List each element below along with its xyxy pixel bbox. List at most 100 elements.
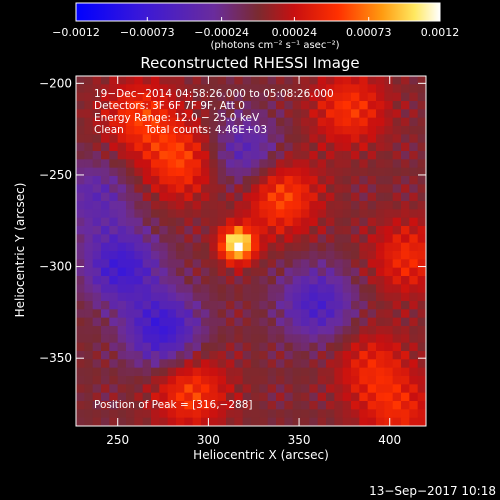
heatmap-cell xyxy=(301,359,310,369)
heatmap-cell xyxy=(76,259,85,269)
heatmap-cell xyxy=(309,126,319,135)
heatmap-cell xyxy=(351,226,360,235)
heatmap-cell xyxy=(209,301,219,310)
heatmap-cell xyxy=(292,267,302,277)
heatmap-cell xyxy=(267,192,277,202)
heatmap-cell xyxy=(251,267,260,277)
heatmap-cell xyxy=(176,117,185,127)
heatmap-cell xyxy=(184,284,194,294)
heatmap-cell xyxy=(142,92,152,102)
heatmap-cell xyxy=(259,209,269,219)
heatmap-cell xyxy=(76,117,85,127)
heatmap-cell xyxy=(384,151,394,160)
heatmap-cell xyxy=(151,342,160,352)
heatmap-cell xyxy=(342,242,352,252)
heatmap-cell xyxy=(76,192,85,202)
heatmap-cell xyxy=(342,167,352,177)
heatmap-cell xyxy=(384,84,394,94)
heatmap-cell xyxy=(292,184,302,194)
heatmap-cell xyxy=(217,309,227,319)
heatmap-cell xyxy=(209,159,219,169)
heatmap-cell xyxy=(167,334,177,344)
heatmap-cell xyxy=(276,326,285,335)
heatmap-cell xyxy=(417,417,426,426)
heatmap-cell xyxy=(84,142,94,152)
heatmap-cell xyxy=(284,167,294,177)
heatmap-cell xyxy=(134,334,144,344)
heatmap-cell xyxy=(159,351,169,360)
heatmap-cell xyxy=(126,117,135,127)
heatmap-cell xyxy=(409,242,419,252)
heatmap-cell xyxy=(401,109,410,119)
heatmap-cell xyxy=(217,117,227,127)
heatmap-cell xyxy=(267,251,277,260)
heatmap-cell xyxy=(359,109,369,119)
heatmap-cell xyxy=(342,76,352,85)
heatmap-cell xyxy=(192,159,202,169)
heatmap-cell xyxy=(359,334,369,344)
heatmap-cell xyxy=(259,292,269,302)
heatmap-cell xyxy=(351,409,360,419)
heatmap-cell xyxy=(134,326,144,335)
heatmap-cell xyxy=(101,326,110,335)
heatmap-cell xyxy=(376,284,385,294)
heatmap-cell xyxy=(317,92,327,102)
heatmap-cell xyxy=(151,392,160,402)
heatmap-cell xyxy=(301,292,310,302)
heatmap-cell xyxy=(234,142,244,152)
heatmap-cell xyxy=(117,367,127,377)
heatmap-cell xyxy=(401,409,410,419)
heatmap-cell xyxy=(359,342,369,352)
heatmap-cell xyxy=(134,217,144,227)
heatmap-cell xyxy=(92,217,102,227)
heatmap-cell xyxy=(226,334,235,344)
heatmap-cell xyxy=(392,234,402,244)
heatmap-cell xyxy=(167,409,177,419)
heatmap-cell xyxy=(317,276,327,285)
heatmap-cell xyxy=(309,176,319,185)
heatmap-cell xyxy=(109,342,119,352)
heatmap-cell xyxy=(84,392,94,402)
heatmap-cell xyxy=(134,409,144,419)
heatmap-cell xyxy=(417,217,426,227)
heatmap-cell xyxy=(217,126,227,135)
heatmap-cell xyxy=(359,159,369,169)
annotation-clean: Clean xyxy=(94,124,124,136)
heatmap-cell xyxy=(392,242,402,252)
heatmap-cell xyxy=(384,309,394,319)
heatmap-cell xyxy=(351,267,360,277)
heatmap-cell xyxy=(259,301,269,310)
heatmap-cell xyxy=(117,76,127,85)
heatmap-cell xyxy=(76,217,85,227)
heatmap-cell xyxy=(309,76,319,85)
heatmap-cell xyxy=(126,284,135,294)
heatmap-cell xyxy=(401,192,410,202)
heatmap-cell xyxy=(159,401,169,410)
heatmap-cell xyxy=(234,409,244,419)
heatmap-cell xyxy=(126,301,135,310)
heatmap-cell xyxy=(309,267,319,277)
heatmap-cell xyxy=(376,101,385,110)
heatmap-cell xyxy=(84,242,94,252)
heatmap-cell xyxy=(226,234,235,244)
heatmap-cell xyxy=(309,151,319,160)
heatmap-cell xyxy=(326,367,335,377)
heatmap-cell xyxy=(326,334,335,344)
heatmap-cell xyxy=(251,101,260,110)
heatmap-cell xyxy=(192,151,202,160)
heatmap-cell xyxy=(259,109,269,119)
heatmap-cell xyxy=(342,184,352,194)
heatmap-cell xyxy=(384,401,394,410)
heatmap-cell xyxy=(217,417,227,426)
heatmap-cell xyxy=(76,326,85,335)
heatmap-cell xyxy=(226,109,235,119)
heatmap-cell xyxy=(209,267,219,277)
heatmap-cell xyxy=(276,317,285,327)
heatmap-cell xyxy=(226,176,235,185)
heatmap-cell xyxy=(276,192,285,202)
heatmap-cell xyxy=(92,159,102,169)
heatmap-cell xyxy=(167,276,177,285)
heatmap-cell xyxy=(159,392,169,402)
heatmap-cell xyxy=(176,267,185,277)
heatmap-cell xyxy=(392,351,402,360)
